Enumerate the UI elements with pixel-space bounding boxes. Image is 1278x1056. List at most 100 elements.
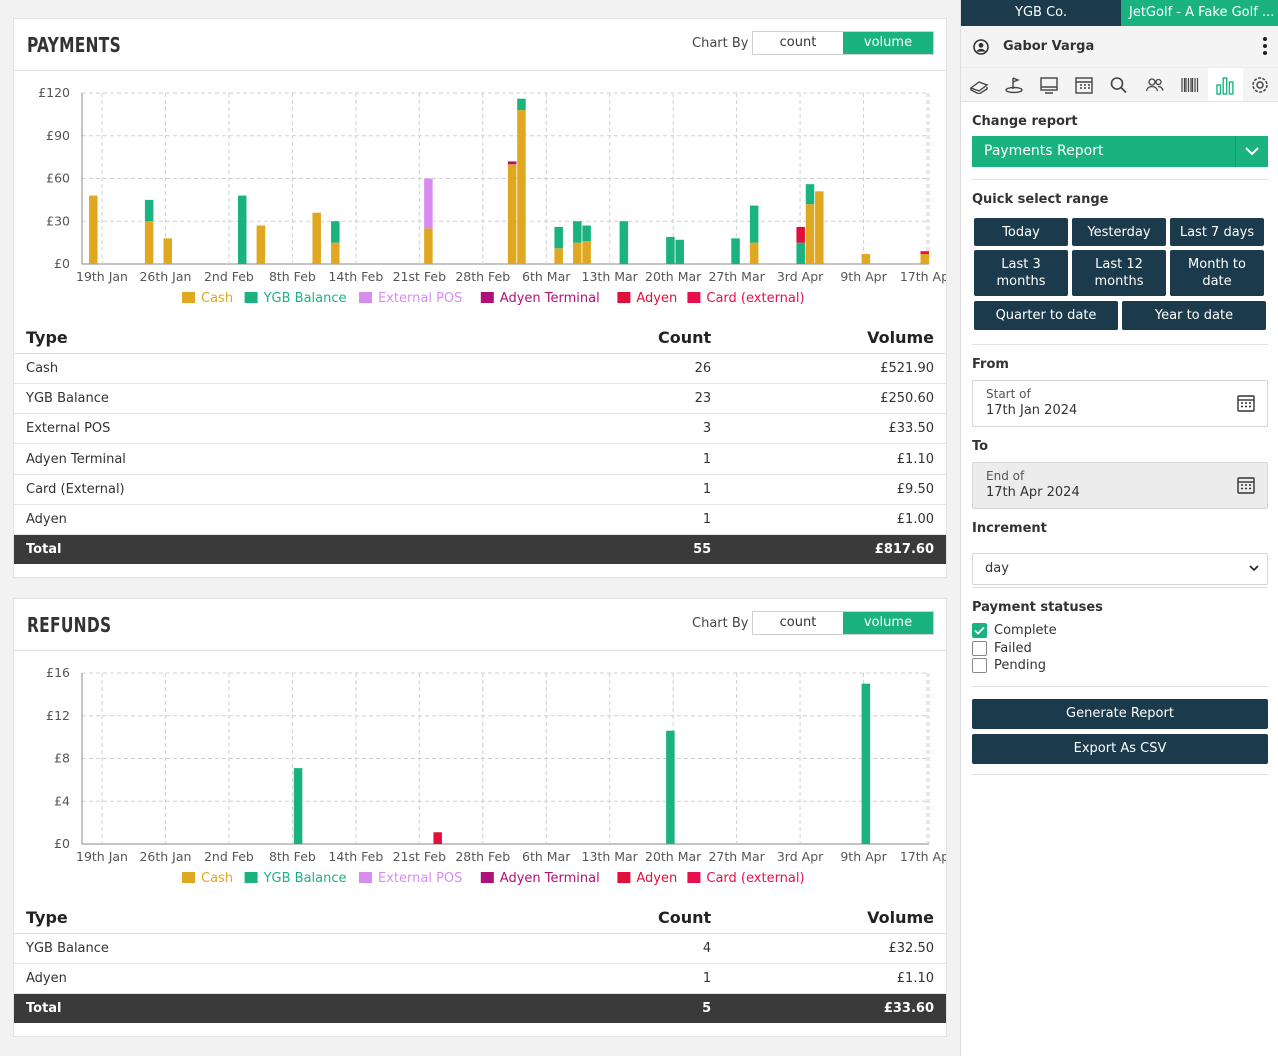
row-type: Card (External) [14, 474, 534, 505]
calendar-icon[interactable] [1237, 394, 1255, 412]
bar [573, 242, 582, 264]
row-type: Adyen [14, 963, 534, 995]
legend-swatch [359, 292, 372, 303]
y-tick-label: £16 [46, 665, 70, 680]
status-label: Complete [994, 623, 1057, 638]
bar [796, 226, 805, 243]
payment-statuses-section: Payment statuses Complete Failed Pending [972, 600, 1268, 680]
company-tab[interactable]: YGB Co. [961, 0, 1121, 26]
search-icon[interactable] [1102, 68, 1137, 101]
nav-icon-bar [961, 68, 1278, 102]
chart-by-volume-button[interactable]: volume [843, 32, 933, 54]
bar [920, 251, 929, 255]
divider [972, 587, 1268, 588]
chart-by-volume-button[interactable]: volume [843, 612, 933, 634]
checkbox-checked[interactable] [972, 623, 987, 638]
year-to-date-button[interactable]: Year to date [1122, 301, 1266, 330]
row-count: 1 [534, 474, 724, 505]
legend-label: Adyen [636, 291, 677, 306]
status-pending-checkbox[interactable]: Pending [972, 658, 1046, 673]
generate-report-button[interactable]: Generate Report [972, 699, 1268, 729]
legend-label: Card (external) [706, 871, 804, 886]
status-failed-checkbox[interactable]: Failed [972, 641, 1032, 656]
x-tick-label: 9th Apr [840, 269, 887, 284]
legend-swatch [182, 872, 195, 883]
table-header-row: Type Count Volume [14, 319, 946, 354]
refunds-card: REFUNDS Chart By count volume £0 £4 £8 £12 £… [13, 598, 947, 1037]
to-date-caption: End of [986, 469, 1025, 483]
legend-swatch [687, 292, 701, 303]
bar-chart-icon[interactable] [1207, 68, 1243, 101]
legend-label: Cash [201, 291, 233, 306]
chart-by-label: Chart By [692, 616, 749, 631]
row-count: 26 [534, 353, 724, 384]
export-csv-button[interactable]: Export As CSV [972, 734, 1268, 764]
club-tab[interactable]: JetGolf - A Fake Golf ... [1121, 0, 1278, 26]
kebab-menu-icon[interactable] [1262, 36, 1268, 56]
status-label: Pending [994, 658, 1046, 673]
month-to-date-button[interactable]: Month to date [1170, 250, 1264, 296]
total-count: 5 [534, 993, 724, 1023]
x-tick-label: 27th Mar [708, 269, 765, 284]
refunds-table: Type Count Volume YGB Balance 4 £32.50 Ady… [14, 899, 946, 1023]
total-volume: £33.60 [723, 993, 946, 1023]
x-tick-label: 13th Mar [582, 849, 639, 864]
to-date-field[interactable]: End of 17th Apr 2024 [972, 462, 1268, 509]
bar [517, 98, 526, 111]
table-row: Adyen 1 £1.00 [14, 504, 946, 536]
x-tick-label: 17th Apr [900, 849, 946, 864]
table-row: YGB Balance 23 £250.60 [14, 383, 946, 415]
total-row: Total 55 £817.60 [14, 534, 946, 564]
bar [861, 254, 871, 264]
user-name: Gabor Varga [1003, 39, 1095, 54]
table-row: External POS 3 £33.50 [14, 413, 946, 445]
y-tick-label: £90 [46, 128, 70, 143]
chart-plot: £0 £30 £60 £90 £120 19th Jan 26th Jan 2nd Feb 8t… [38, 85, 946, 284]
total-label: Total [14, 993, 534, 1023]
report-select-value: Payments Report [984, 143, 1104, 159]
calendar-icon[interactable] [1067, 68, 1102, 101]
barcode-icon[interactable] [1172, 68, 1207, 101]
legend-label: Adyen [636, 871, 677, 886]
golf-flag-icon[interactable] [996, 68, 1031, 101]
legend-swatch [182, 292, 195, 303]
settings-icon[interactable] [1243, 68, 1278, 101]
users-icon[interactable] [1137, 68, 1172, 101]
row-type: Cash [14, 353, 534, 384]
bar [144, 221, 154, 264]
bar [675, 239, 684, 264]
bar [573, 221, 582, 243]
legend-label: Adyen Terminal [500, 871, 600, 886]
actions-section: Generate Report Export As CSV [972, 699, 1268, 765]
increment-label: Increment [972, 521, 1047, 536]
checkbox-unchecked[interactable] [972, 641, 987, 656]
payment-statuses-label: Payment statuses [972, 600, 1103, 615]
last-3-months-button[interactable]: Last 3 months [974, 250, 1068, 296]
monitor-icon[interactable] [1031, 68, 1066, 101]
quarter-to-date-button[interactable]: Quarter to date [974, 301, 1118, 330]
bar [666, 236, 675, 264]
today-button[interactable]: Today [974, 218, 1068, 246]
status-complete-checkbox[interactable]: Complete [972, 623, 1057, 638]
last-12-months-button[interactable]: Last 12 months [1072, 250, 1166, 296]
calendar-icon[interactable] [1237, 476, 1255, 494]
report-select[interactable]: Payments Report [972, 136, 1268, 167]
legend-swatch [617, 292, 631, 303]
chart-by-count-button[interactable]: count [753, 612, 843, 634]
increment-select[interactable]: day [972, 553, 1268, 585]
y-tick-label: £30 [46, 213, 70, 228]
table-row: Adyen 1 £1.10 [14, 963, 946, 995]
bar [666, 730, 675, 844]
golf-swing-icon[interactable] [961, 68, 996, 101]
chart-by-count-button[interactable]: count [753, 32, 843, 54]
to-date-value: 17th Apr 2024 [986, 485, 1080, 500]
legend-label: Card (external) [706, 291, 804, 306]
from-date-field[interactable]: Start of 17th Jan 2024 [972, 380, 1268, 427]
col-type-header: Type [14, 899, 534, 934]
chart-plot: £0 £4 £8 £12 £16 19th Jan 26th Jan 2nd Feb 8th F… [46, 665, 946, 864]
col-count-header: Count [534, 899, 724, 934]
checkbox-unchecked[interactable] [972, 658, 987, 673]
change-report-section: Change report Payments Report [972, 114, 1268, 174]
yesterday-button[interactable]: Yesterday [1072, 218, 1166, 246]
last-7-days-button[interactable]: Last 7 days [1170, 218, 1264, 246]
